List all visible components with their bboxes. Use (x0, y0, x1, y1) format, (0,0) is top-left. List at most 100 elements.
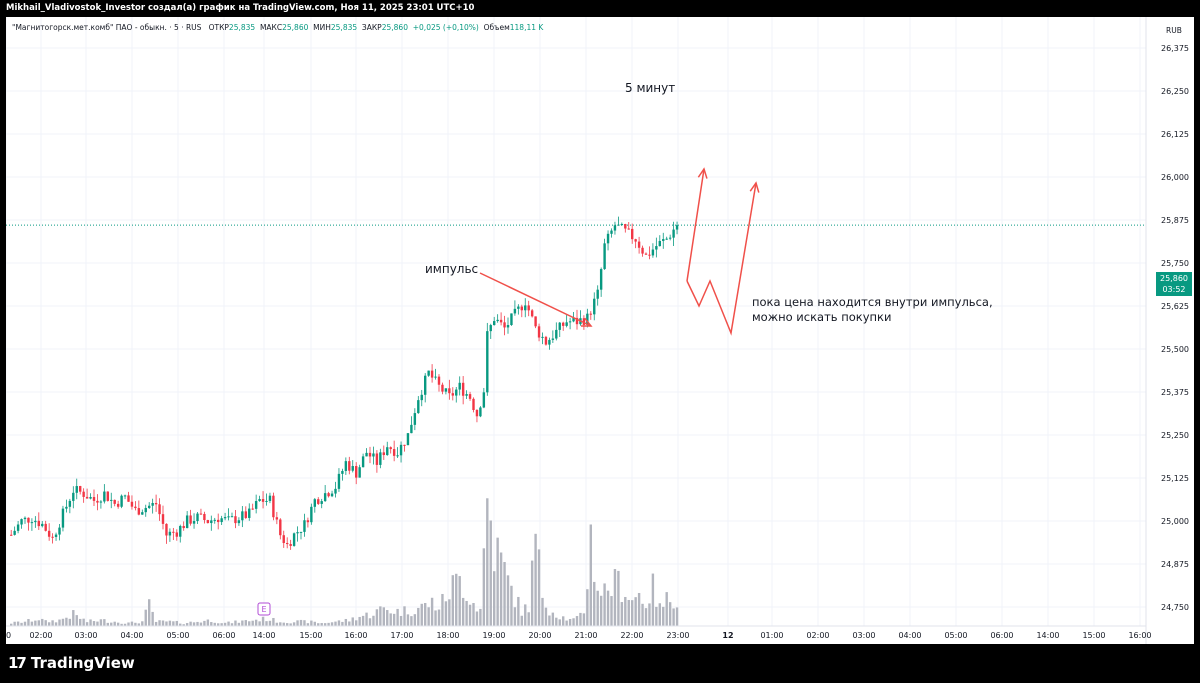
candle-body (154, 502, 158, 505)
candle-body (61, 508, 65, 528)
volume-bar (368, 618, 372, 626)
volume-bar (593, 581, 596, 626)
legend-volume-label: Объем (483, 23, 510, 32)
volume-bar (544, 607, 548, 626)
candle-body (103, 491, 106, 502)
candle-body (16, 524, 20, 531)
volume-bar (206, 619, 210, 626)
volume-bar (137, 623, 141, 626)
time-scale: 00 02:00 03:00 04:00 05:00 06:00 14:00 15:00 16:… (6, 625, 1152, 640)
volume-bar (406, 614, 410, 626)
volume-bar (537, 549, 541, 626)
volume-bar (120, 623, 123, 626)
candle-body (589, 313, 592, 315)
volume-bar (461, 597, 465, 626)
impulse-note: импульс (425, 262, 479, 276)
candle-body (85, 496, 89, 499)
candle-body (575, 317, 579, 325)
volume-bar (303, 620, 306, 626)
price-tick-label: 26,125 (1161, 130, 1189, 139)
candle-body (420, 394, 423, 401)
time-tick-label: 20:00 (528, 631, 551, 640)
volume-bar (317, 623, 320, 626)
volume-bar (617, 570, 620, 626)
volume-bar (586, 589, 589, 626)
volume-bar (72, 610, 75, 626)
candle-body (444, 388, 448, 392)
volume-bar (575, 616, 579, 626)
volume-bar (123, 623, 127, 626)
volume-bar (486, 498, 489, 626)
volume-bar (113, 621, 116, 626)
candle-body (375, 453, 379, 465)
volume-bar (54, 622, 58, 626)
volume-bar (116, 622, 120, 626)
candle-body (672, 229, 675, 238)
price-tick-label: 24,750 (1161, 603, 1189, 612)
candle-body (344, 461, 348, 471)
candle-body (424, 375, 427, 395)
candle-body (203, 513, 206, 521)
volume-bar (624, 596, 627, 626)
currency-label[interactable]: RUB (1166, 26, 1182, 35)
candle-body (241, 511, 244, 521)
candle-body (613, 225, 617, 231)
legend-change: +0,025 (+0,10%) (412, 23, 479, 32)
volume-bar (372, 615, 375, 626)
volume-bar (399, 615, 403, 626)
volume-bar (210, 622, 213, 626)
candle-body (441, 384, 444, 392)
up-arrow-1 (686, 168, 705, 282)
candle-body (582, 318, 586, 325)
volume-bar (158, 620, 161, 626)
volume-bar (441, 593, 444, 626)
volume-bar (527, 612, 530, 626)
candle-body (206, 520, 210, 524)
volume-bar (286, 623, 289, 626)
volume-bar (254, 619, 258, 626)
volume-bar (410, 616, 413, 626)
candle-body (668, 237, 672, 239)
volume-bar (430, 597, 434, 626)
price-tick-label: 25,750 (1161, 259, 1189, 268)
candle-body (530, 310, 534, 317)
volume-bar (320, 623, 323, 626)
volume-bar (520, 615, 523, 626)
candle-body (427, 370, 430, 376)
legend-symbol: "Магнитогорск.мет.комб" ПАО - обыкн. · 5… (12, 23, 202, 32)
volume-bar (99, 619, 103, 626)
volume-bar (330, 622, 334, 626)
volume-bar (148, 599, 151, 626)
volume-bar (30, 621, 34, 626)
volume-bar (182, 624, 185, 626)
candle-body (120, 495, 123, 507)
candle-body (251, 508, 254, 510)
volume-bar (361, 615, 365, 626)
volume-bar (468, 604, 472, 626)
volume-bar (151, 611, 154, 626)
candle-body (179, 525, 182, 537)
candle-body (520, 306, 523, 311)
candle-body (631, 228, 634, 240)
volume-bar (427, 607, 430, 626)
time-tick-label: 06:00 (990, 631, 1013, 640)
impulse-arrow (479, 272, 592, 327)
volume-bar (358, 616, 361, 626)
candle-body (506, 325, 510, 328)
chart-pane[interactable]: E 24,750 24,875 25,000 25,125 25,250 25,375 25… (6, 17, 1194, 644)
zigzag-arrow-head (749, 181, 760, 193)
candle-body (72, 492, 75, 501)
volume-bar (103, 619, 106, 626)
impulse-arrow-head (580, 317, 593, 327)
candle-body (41, 523, 44, 527)
tradingview-logo[interactable]: 17 TradingView (8, 654, 135, 672)
volume-bar (58, 619, 61, 626)
volume-bar (379, 606, 382, 626)
candle-body (624, 224, 627, 229)
candle-body (168, 531, 172, 536)
volume-bar (603, 583, 606, 626)
volume-bar (172, 621, 175, 626)
volume-bar (144, 609, 147, 626)
volume-bar (548, 615, 551, 626)
candlestick-chart[interactable]: E 24,750 24,875 25,000 25,125 25,250 25,375 25… (6, 17, 1194, 644)
